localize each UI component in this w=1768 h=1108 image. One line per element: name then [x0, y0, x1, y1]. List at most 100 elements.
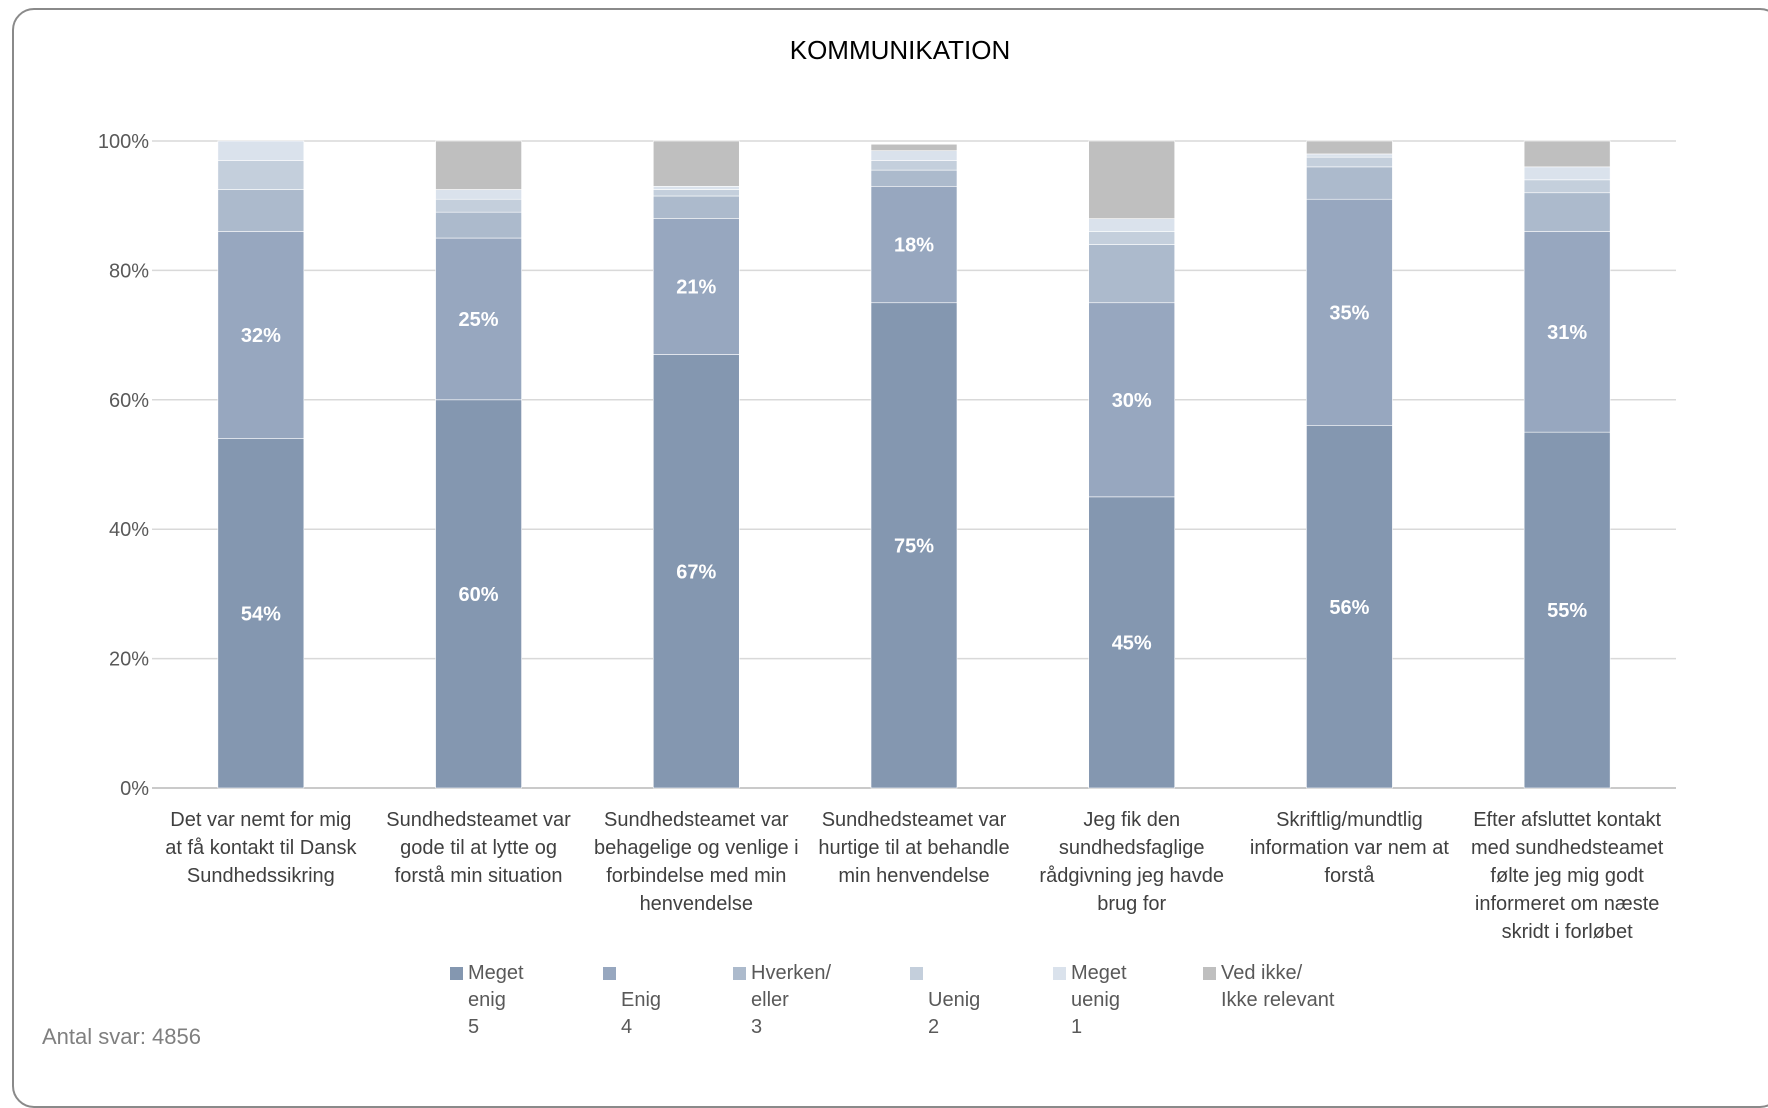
- legend-label: eller: [751, 989, 789, 1011]
- bar-segment: [1306, 198, 1393, 426]
- data-label: 67%: [676, 561, 716, 583]
- legend-label: Hverken/: [751, 962, 832, 984]
- legend-swatch: [603, 967, 616, 980]
- data-label: 56%: [1329, 597, 1369, 619]
- bar-segment: [217, 140, 305, 161]
- bar-segment: [1088, 496, 1176, 789]
- bar-segment: [870, 160, 958, 171]
- y-axis-ticks: 0% 20% 40% 60% 80% 100%: [98, 131, 149, 800]
- legend-item: Ved ikke/Ikke relevant: [1203, 960, 1334, 1041]
- legend-swatch: [450, 967, 463, 980]
- legend-label: 2: [928, 1016, 940, 1038]
- legend-label: Ikke relevant: [1221, 989, 1335, 1011]
- x-tick-label: Jeg fik den sundhedsfaglige rådgivning jeg…: [1039, 809, 1224, 915]
- bar-segment: [217, 231, 305, 439]
- bar-segment: [1088, 244, 1176, 304]
- bar-segment: [1523, 140, 1611, 168]
- legend-item: Enig 4: [603, 960, 661, 1041]
- data-label: 31%: [1547, 322, 1587, 344]
- bar-segment: [652, 354, 740, 789]
- legend-label: 5: [468, 1016, 480, 1038]
- bar-segment: [435, 237, 522, 401]
- bar-segment: [1088, 218, 1176, 232]
- legend-swatch: [1053, 967, 1066, 980]
- data-labels: 54% 32% 60% 25% 67% 21% 75% 18% 45% 30% 56% 35% 55% 3…: [241, 235, 1588, 655]
- y-tick-label: 20%: [109, 649, 149, 671]
- legend-swatch: [1203, 967, 1216, 980]
- x-axis-labels: Det var nemt for mig at få kontakt til Da…: [165, 809, 1664, 943]
- legend-swatch: [733, 967, 746, 980]
- legend-item: Meget uenig 1: [1053, 960, 1127, 1041]
- x-tick-label: Efter afsluttet kontakt med sundhedsteame…: [1471, 809, 1664, 943]
- bar-segment: [1523, 431, 1611, 789]
- y-tick-label: 80%: [109, 260, 149, 282]
- legend-item: Uenig 2: [910, 960, 980, 1041]
- data-label: 45%: [1112, 632, 1152, 654]
- legend-label: enig: [468, 989, 506, 1011]
- bars: [217, 140, 1611, 789]
- data-label: 30%: [1112, 390, 1152, 412]
- stacked-bar-chart: KOMMUNIKATION 0% 20% 40% 60% 80% 100% 54% 32% 6…: [98, 35, 1676, 943]
- x-tick-label: Skriftlig/mundtlig information var nem at…: [1250, 809, 1449, 887]
- data-label: 54%: [241, 603, 281, 625]
- bar-segment: [870, 143, 958, 152]
- data-label: 75%: [894, 535, 934, 557]
- legend-label: Meget: [468, 962, 524, 984]
- bar-segment: [652, 185, 740, 190]
- y-tick-label: 40%: [109, 519, 149, 541]
- bar-segment: [435, 399, 522, 789]
- legend-swatch: [910, 967, 923, 980]
- x-tick-label: Det var nemt for mig at få kontakt til Da…: [165, 809, 357, 887]
- legend-item: Hverken/eller 3: [733, 960, 831, 1041]
- data-label: 60%: [459, 584, 499, 606]
- legend-label: uenig: [1071, 989, 1120, 1011]
- bar-segment: [1523, 192, 1611, 232]
- data-label: 32%: [241, 325, 281, 347]
- legend-label: 3: [751, 1016, 763, 1038]
- bar-segment: [870, 169, 958, 187]
- bar-segment: [1088, 302, 1176, 498]
- bar-segment: [870, 185, 958, 304]
- bar-segment: [435, 211, 522, 239]
- legend-label: Ved ikke/: [1221, 962, 1303, 984]
- bar-segment: [870, 150, 958, 161]
- data-label: 21%: [676, 277, 716, 299]
- bar-segment: [1306, 166, 1393, 200]
- bar-segment: [652, 218, 740, 355]
- bar-segment: [1306, 156, 1393, 168]
- bar-segment: [652, 140, 740, 187]
- legend-item: Meget enig 5: [450, 960, 524, 1041]
- bar-segment: [652, 195, 740, 219]
- chart-title: KOMMUNIKATION: [790, 35, 1011, 65]
- bar-segment: [1306, 425, 1393, 789]
- x-tick-label: Sundhedsteamet var behagelige og venlige …: [594, 809, 799, 915]
- y-tick-label: 0%: [120, 778, 149, 800]
- bar-segment: [217, 189, 305, 232]
- bar-segment: [1523, 166, 1611, 181]
- legend-label: [1203, 1014, 1334, 1041]
- data-label: 35%: [1329, 302, 1369, 324]
- data-label: 18%: [894, 235, 934, 257]
- respondent-count: Antal svar: 4856: [42, 1024, 201, 1049]
- x-tick-label: Sundhedsteamet var hurtige til at behandl…: [818, 809, 1009, 887]
- bar-segment: [217, 438, 305, 789]
- data-label: 25%: [459, 309, 499, 331]
- legend-label: 1: [1071, 1016, 1083, 1038]
- x-tick-label: Sundhedsteamet var gode til at lytte og fo…: [386, 809, 571, 887]
- bar-segment: [1088, 231, 1176, 245]
- bar-segment: [1088, 140, 1176, 219]
- bar-segment: [1523, 231, 1611, 433]
- y-tick-label: 60%: [109, 390, 149, 412]
- bar-segment: [1306, 140, 1393, 155]
- bar-segment: [435, 198, 522, 213]
- bar-segment: [1306, 153, 1393, 158]
- bar-segment: [870, 302, 958, 789]
- bar-segment: [652, 189, 740, 197]
- data-label: 55%: [1547, 600, 1587, 622]
- bar-segment: [435, 189, 522, 200]
- bar-segment: [435, 140, 522, 190]
- legend-label: 4: [621, 1016, 633, 1038]
- legend-label: Enig: [621, 989, 662, 1011]
- bar-segment: [1523, 179, 1611, 194]
- y-tick-label: 100%: [98, 131, 149, 153]
